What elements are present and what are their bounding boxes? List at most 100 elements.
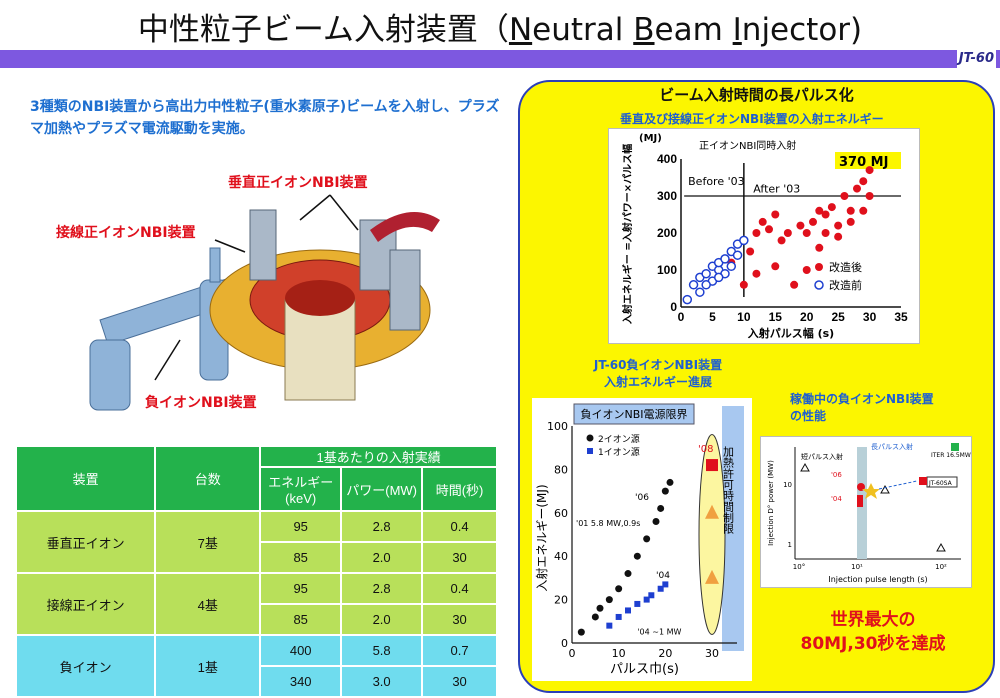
jt60sa-label: JT-60SA — [928, 480, 953, 487]
legend-marker-after — [815, 263, 823, 271]
legend-marker-one-source — [587, 448, 593, 454]
data-point-after — [739, 280, 748, 289]
data-point-after — [802, 229, 811, 237]
annotation-2001: '01 5.8 MW,0.9s — [576, 519, 640, 528]
record-line-1: 世界最大の — [830, 610, 916, 630]
data-point-after — [802, 266, 811, 274]
annotation-2004: '04 — [656, 571, 670, 581]
data-point-triangle — [800, 462, 810, 472]
cell-energy: 340 — [259, 665, 343, 698]
data-point-two-source — [661, 487, 669, 495]
data-point-after — [859, 177, 868, 186]
x-axis-label: パルス巾(s) — [610, 662, 679, 677]
legend-label-two-source: 2イオン源 — [598, 434, 640, 445]
data-point-after — [834, 232, 843, 241]
x-axis-label: Injection pulse length (s) — [828, 575, 927, 584]
x-tick-label: 10 — [737, 310, 751, 324]
data-point-two-source — [615, 585, 623, 593]
limit-ellipse — [698, 434, 726, 635]
title-box — [573, 403, 695, 425]
data-point-after — [821, 229, 830, 237]
data-point-two-source — [652, 517, 660, 525]
intro-text: 3種類のNBI装置から高出力中性粒子(重水素原子)ビームを入射し、プラズマ加熱や… — [30, 99, 500, 137]
x-tick-label: 0 — [678, 310, 685, 324]
data-point-after — [752, 229, 761, 237]
data-point-after — [865, 166, 874, 175]
record-star — [862, 483, 880, 499]
cell-energy: 85 — [259, 603, 343, 636]
annotation-2008: '08 — [698, 444, 713, 455]
record-line-2: 80MJ,30秒を達成 — [800, 634, 946, 654]
y-tick-label: 1 — [788, 541, 792, 549]
x-tick-label: 25 — [831, 310, 845, 324]
data-point-two-source — [657, 504, 665, 512]
data-point-before — [701, 280, 711, 290]
y-axis-label: 入射エネルギー(MJ) — [534, 484, 549, 591]
chart-title: 正イオンNBI同時入射 — [699, 140, 796, 152]
iter-label: ITER 16.5MW,3600s — [931, 452, 971, 459]
data-point-two-source — [643, 535, 651, 543]
data-point-before — [682, 294, 693, 305]
progress-arrow — [878, 480, 918, 490]
record-text: 世界最大の 80MJ,30秒を達成 — [758, 608, 988, 656]
data-point-after — [765, 225, 773, 234]
pointer-line — [299, 194, 331, 221]
data-point-after — [777, 236, 786, 245]
data-point-2004 — [857, 495, 863, 507]
chart3-caption-1: 稼働中の負イオンNBI装置 — [790, 392, 934, 406]
jt60-tag: JT-60 — [956, 50, 996, 68]
data-point-after — [846, 217, 855, 226]
row-device: 垂直正イオン — [14, 510, 157, 574]
data-point-two-source — [591, 613, 599, 621]
row-count: 1基 — [154, 634, 262, 698]
data-point-two-source — [633, 552, 641, 560]
header-group: 1基あたりの入射実績 — [259, 445, 498, 468]
data-point-before — [695, 287, 705, 297]
data-point-before — [701, 268, 711, 279]
cell-time: 30 — [421, 603, 498, 636]
x-tick-label: 30 — [705, 647, 719, 660]
row-device: 負イオン — [14, 634, 157, 698]
data-point-after — [758, 217, 767, 226]
y-axis-label: 入射エネルギー =入射パワー×パルス幅 — [621, 144, 634, 324]
cell-power: 2.0 — [340, 603, 424, 636]
label-perpendicular-nbi: 垂直正イオンNBI装置 — [228, 175, 368, 191]
heating-limit-label: 加熱許可時間制限 — [722, 446, 735, 534]
y-tick-label: 200 — [657, 226, 677, 240]
data-point-one-source — [657, 585, 664, 592]
x-tick-label: 5 — [709, 310, 716, 324]
y-tick-label: 0 — [561, 637, 568, 650]
pointer-line — [329, 194, 359, 231]
chart2-caption-2: 入射エネルギー進展 — [603, 375, 712, 389]
max-annotation: 370 MJ — [839, 155, 888, 170]
panel-title: ビーム入射時間の長パルス化 — [659, 86, 854, 104]
data-point-after — [815, 206, 824, 215]
data-point-after — [746, 247, 755, 256]
legend-marker-two-source — [586, 434, 594, 442]
data-point-two-source — [666, 478, 674, 486]
data-point-after — [771, 262, 780, 271]
nbi-spec-table: 装置 台数 1基あたりの入射実績 エネルギー(keV) パワー(MW) 時間(秒… — [14, 445, 498, 698]
data-point-after — [809, 217, 817, 226]
y-tick-label: 40 — [554, 550, 568, 563]
data-point-2008-triangle — [705, 504, 719, 519]
data-point-one-source — [606, 622, 613, 629]
long-pulse-label: 長パルス入射 — [871, 442, 913, 451]
data-point-after — [853, 184, 861, 193]
y-tick-label: 300 — [657, 189, 677, 203]
data-point-after — [827, 203, 836, 212]
y-tick-label: 60 — [554, 507, 568, 520]
x-tick-label: 0 — [569, 647, 576, 660]
data-point-triangle — [936, 542, 946, 552]
y-unit: (MJ) — [639, 133, 662, 144]
chart2-caption-1: JT-60負イオンNBI装置 — [593, 358, 723, 372]
data-point-after — [846, 206, 855, 215]
x-tick-label: 30 — [863, 310, 877, 324]
data-point-one-source — [662, 581, 669, 588]
data-point-after — [865, 192, 874, 200]
data-point-before — [688, 280, 699, 290]
data-point-one-source — [615, 613, 622, 620]
jt60sa-marker — [919, 477, 927, 485]
data-point-2008 — [706, 459, 718, 472]
data-point-after — [834, 221, 843, 230]
